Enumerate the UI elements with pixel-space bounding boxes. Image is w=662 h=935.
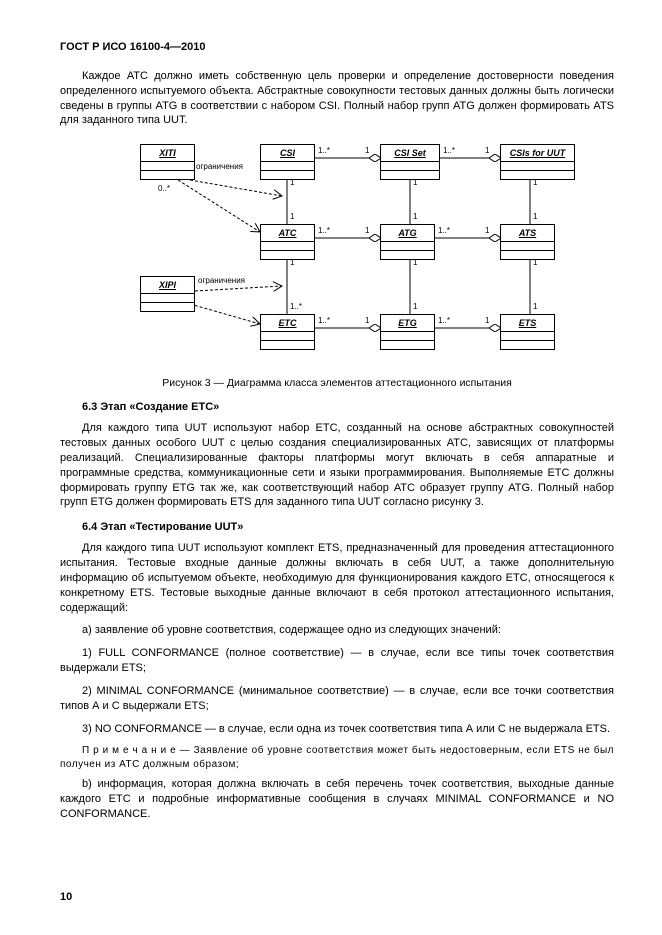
paragraph-6-4-b: b) информация, которая должна включать в… — [60, 777, 614, 822]
section-6-4: 6.4 Этап «Тестирование UUT» — [60, 520, 614, 535]
constraint-label: ограничения — [198, 276, 245, 287]
document-header: ГОСТ Р ИСО 16100-4—2010 — [60, 40, 614, 55]
node-xiti: XITI — [140, 144, 195, 180]
paragraph-intro: Каждое АТС должно иметь собственную цель… — [60, 69, 614, 128]
constraint-label: ограничения — [196, 162, 243, 173]
mult-label: 1 — [413, 212, 417, 223]
node-atc: ATC — [260, 224, 315, 260]
mult-label: 1..* — [318, 226, 330, 237]
uml-diagram: XITI CSI CSI Set CSIs for UUT ATC ATG AT… — [60, 136, 614, 366]
mult-label: 1 — [365, 146, 369, 157]
node-etg: ETG — [380, 314, 435, 350]
mult-label: 1 — [533, 212, 537, 223]
mult-label: 1..* — [318, 146, 330, 157]
node-ats: ATS — [500, 224, 555, 260]
mult-label: 1 — [485, 226, 489, 237]
node-csiuut: CSIs for UUT — [500, 144, 575, 180]
mult-label: 0..* — [158, 184, 170, 195]
mult-label: 1 — [290, 178, 294, 189]
section-6-3: 6.3 Этап «Создание ETC» — [60, 400, 614, 415]
node-atg: ATG — [380, 224, 435, 260]
mult-label: 1..* — [318, 316, 330, 327]
mult-label: 1 — [485, 146, 489, 157]
mult-label: 1..* — [438, 316, 450, 327]
paragraph-6-4-3: 3) NO CONFORMANCE — в случае, если одна … — [60, 722, 614, 737]
mult-label: 1 — [485, 316, 489, 327]
mult-label: 1 — [413, 302, 417, 313]
paragraph-6-4-intro: Для каждого типа UUT используют комплект… — [60, 541, 614, 615]
mult-label: 1 — [290, 258, 294, 269]
mult-label: 1 — [413, 178, 417, 189]
node-xipi: XIPI — [140, 276, 195, 312]
mult-label: 1 — [365, 316, 369, 327]
mult-label: 1 — [290, 212, 294, 223]
paragraph-6-3: Для каждого типа UUT используют набор ЕТ… — [60, 421, 614, 510]
paragraph-6-4-1: 1) FULL CONFORMANCE (полное соответствие… — [60, 646, 614, 676]
paragraph-6-4-2: 2) MINIMAL CONFORMANCE (минимальное соот… — [60, 684, 614, 714]
mult-label: 1 — [533, 258, 537, 269]
page-number: 10 — [60, 890, 72, 905]
mult-label: 1 — [413, 258, 417, 269]
node-etc: ETC — [260, 314, 315, 350]
note: П р и м е ч а н и е — Заявление об уровн… — [60, 744, 614, 771]
mult-label: 1 — [533, 302, 537, 313]
figure-caption: Рисунок 3 — Диаграмма класса элементов а… — [60, 376, 614, 390]
node-csi: CSI — [260, 144, 315, 180]
mult-label: 1 — [365, 226, 369, 237]
node-ets: ETS — [500, 314, 555, 350]
mult-label: 1..* — [438, 226, 450, 237]
paragraph-6-4-a: a) заявление об уровне соответствия, сод… — [60, 623, 614, 638]
mult-label: 1 — [533, 178, 537, 189]
mult-label: 1..* — [290, 302, 302, 313]
mult-label: 1..* — [443, 146, 455, 157]
node-csiset: CSI Set — [380, 144, 440, 180]
